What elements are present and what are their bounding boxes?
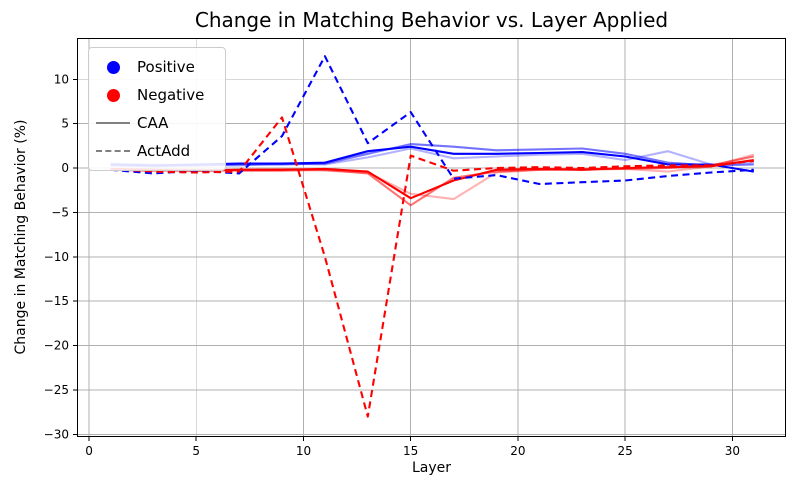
y-tick-label: 5 [61, 117, 69, 131]
solid-line-icon [96, 122, 130, 124]
y-tick-label: 10 [54, 72, 69, 86]
legend-label: Negative [137, 86, 205, 104]
x-tick-label: 10 [296, 444, 311, 458]
legend-entry-actadd: ActAdd [89, 137, 225, 165]
y-tick-label: −25 [44, 383, 69, 397]
legend-label: ActAdd [137, 142, 191, 160]
axes-frame [77, 38, 786, 437]
x-tick-label: 20 [510, 444, 525, 458]
legend-label: CAA [137, 114, 169, 132]
legend-entry-caa: CAA [89, 109, 225, 137]
positive-marker-icon [106, 60, 120, 74]
dashed-line-icon [96, 150, 130, 152]
legend-entry-positive: Positive [89, 53, 225, 81]
chart-title: Change in Matching Behavior vs. Layer Ap… [194, 8, 669, 32]
y-tick-label: 0 [61, 161, 69, 175]
x-tick-label: 30 [725, 444, 740, 458]
x-tick-label: 0 [85, 444, 93, 458]
legend-icon-cell [89, 88, 137, 102]
y-tick-label: −5 [51, 205, 69, 219]
legend-entry-negative: Negative [89, 81, 225, 109]
x-tick-label: 25 [618, 444, 633, 458]
legend-icon-cell [89, 122, 137, 124]
y-tick-label: −30 [44, 427, 69, 441]
y-tick-label: −15 [44, 294, 69, 308]
legend-label: Positive [137, 58, 195, 76]
x-tick-label: 5 [192, 444, 200, 458]
x-tick-label: 15 [403, 444, 418, 458]
x-axis-label: Layer [411, 460, 452, 476]
y-tick-label: −20 [44, 339, 69, 353]
y-tick-label: −10 [44, 250, 69, 264]
legend: Positive Negative CAA ActAdd [88, 47, 226, 171]
legend-icon-cell [89, 150, 137, 152]
legend-icon-cell [89, 60, 137, 74]
series-actadd-negative [110, 116, 754, 418]
negative-marker-icon [106, 88, 120, 102]
